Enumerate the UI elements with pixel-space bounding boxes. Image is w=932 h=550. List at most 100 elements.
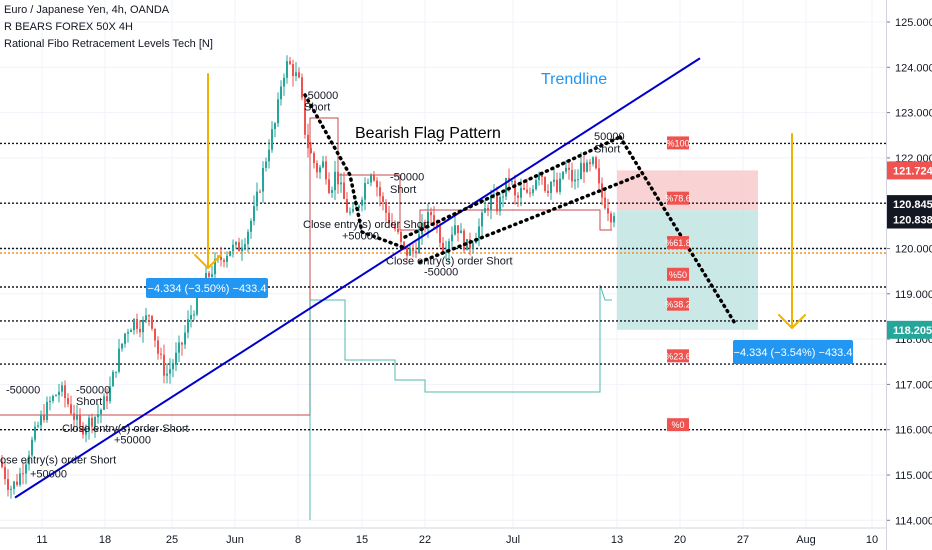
- pattern-label: Bearish Flag Pattern: [355, 125, 501, 142]
- candle-body: [301, 77, 303, 98]
- x-tick-label: Jul: [506, 534, 520, 546]
- candle-body: [583, 162, 585, 172]
- candle-body: [346, 199, 348, 213]
- trade-label: Close entry(s) order Short: [386, 255, 513, 267]
- candle-body: [532, 189, 534, 194]
- candle-body: [169, 369, 171, 374]
- price-tag[interactable]: [887, 320, 932, 339]
- candle-body: [553, 179, 555, 182]
- candle-body: [61, 385, 63, 392]
- candle-body: [277, 99, 279, 124]
- y-tick-label: 123.000: [895, 108, 932, 120]
- y-tick-label: 125.000: [895, 17, 932, 29]
- projection-dotted[interactable]: [618, 135, 738, 327]
- candle-body: [439, 225, 441, 243]
- candle-body: [220, 256, 222, 261]
- candle-body: [241, 247, 243, 252]
- candle-body: [130, 330, 132, 333]
- pnl-box-left: [146, 278, 268, 298]
- x-tick-label: 10: [866, 534, 878, 546]
- trade-label: Short: [390, 184, 416, 196]
- candle-body: [79, 415, 81, 426]
- candle-body: [418, 234, 420, 254]
- candle-body: [289, 61, 291, 65]
- candle-body: [127, 332, 129, 334]
- candle-body: [454, 225, 456, 235]
- price-tag[interactable]: [887, 210, 932, 229]
- candle-body: [280, 86, 282, 100]
- flag-upper-dotted[interactable]: [403, 135, 622, 239]
- candle-body: [559, 178, 561, 192]
- candle-body: [436, 223, 438, 226]
- candle-body: [409, 248, 411, 256]
- candle-body: [274, 123, 276, 130]
- candle-body: [91, 417, 93, 427]
- candle-body: [400, 231, 402, 242]
- fib-level-label: %23.6: [665, 351, 691, 361]
- candle-body: [256, 191, 258, 207]
- trade-label: Short: [304, 101, 330, 113]
- candle-body: [358, 205, 360, 208]
- candle-body: [388, 212, 390, 223]
- price-axis[interactable]: 125.000124.000123.000122.000121.000120.0…: [886, 17, 932, 527]
- candle-body: [40, 414, 42, 426]
- candle-body: [415, 251, 417, 254]
- candle-body: [337, 171, 339, 185]
- candle-body: [4, 466, 6, 480]
- flag-pole-dotted[interactable]: [303, 93, 407, 250]
- price-tag-label: 118.205: [893, 325, 932, 337]
- fib-level-label: %78.6: [665, 194, 691, 204]
- candle-body: [367, 182, 369, 184]
- candle-body: [298, 72, 300, 78]
- candle-body: [382, 196, 384, 202]
- candle-body: [94, 417, 96, 427]
- candle-body: [244, 244, 246, 248]
- trendline[interactable]: [14, 57, 701, 499]
- chart-labels: Trendline Bearish Flag Pattern −4.334 (−3.…: [0, 71, 853, 480]
- symbol-title[interactable]: Euro / Japanese Yen, 4h, OANDA: [4, 4, 170, 16]
- candle-body: [310, 148, 312, 154]
- candle-body: [1, 461, 3, 467]
- x-tick-label: 8: [295, 534, 301, 546]
- candle-body: [451, 234, 453, 242]
- candle-body: [106, 396, 108, 402]
- candle-body: [442, 242, 444, 252]
- candle-body: [88, 417, 90, 429]
- y-tick-label: 115.000: [895, 470, 932, 482]
- price-tag[interactable]: [887, 195, 932, 214]
- y-tick-label: 124.000: [895, 62, 932, 74]
- price-tag-label: 120.845: [893, 199, 932, 211]
- candle-body: [13, 481, 15, 489]
- fib-level-label: %0: [671, 420, 684, 430]
- candle-body: [55, 395, 57, 397]
- down-arrow-left-head: [194, 254, 222, 270]
- time-axis[interactable]: 11 18 25 Jun 8 15 22 Jul 13 20 27 Aug 10: [0, 527, 886, 546]
- candle-body: [178, 342, 180, 353]
- indicator-title[interactable]: Rational Fibo Retracement Levels Tech [N…: [4, 38, 213, 50]
- flag-lower-dotted[interactable]: [418, 173, 642, 264]
- candle-body: [49, 400, 51, 402]
- price-tag[interactable]: [887, 161, 932, 180]
- trade-label: Close entry(s) order Short: [303, 219, 430, 231]
- fib-level-badge: [667, 267, 689, 281]
- candle-body: [511, 180, 513, 182]
- candle-body: [445, 251, 447, 253]
- candle-body: [325, 161, 327, 180]
- candle-body: [100, 409, 102, 415]
- candle-body: [70, 404, 72, 414]
- candle-body: [52, 396, 54, 401]
- fib-level-badge: [667, 297, 689, 311]
- strategy-title[interactable]: R BEARS FOREX 50X 4H: [4, 21, 133, 33]
- candle-body: [139, 328, 141, 333]
- candle-body: [565, 167, 567, 172]
- candle-body: [481, 212, 483, 227]
- candle-body: [115, 371, 117, 373]
- candle-body: [160, 353, 162, 355]
- candle-body: [517, 195, 519, 198]
- candle-body: [226, 255, 228, 262]
- candle-body: [613, 216, 615, 223]
- chart-drawings[interactable]: [14, 57, 806, 499]
- y-tick-label: 119.000: [895, 289, 932, 301]
- candle-body: [403, 241, 405, 246]
